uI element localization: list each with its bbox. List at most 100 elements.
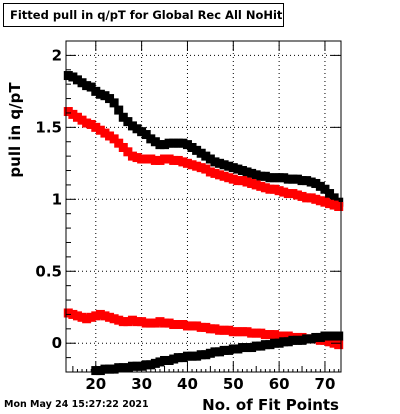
data-point [251, 341, 261, 351]
data-point [178, 138, 188, 148]
data-point [288, 189, 298, 199]
data-point [297, 191, 307, 201]
data-point [164, 318, 174, 328]
data-point [196, 322, 206, 332]
data-markers [63, 71, 344, 376]
data-point [315, 181, 325, 191]
data-point [228, 327, 238, 337]
data-point [205, 154, 215, 164]
data-point [228, 174, 238, 184]
data-point [247, 178, 257, 188]
data-point [311, 332, 321, 342]
data-point [77, 312, 87, 322]
data-point [77, 78, 87, 88]
data-point [288, 335, 298, 345]
data-point [334, 202, 344, 211]
data-point [178, 157, 188, 167]
data-point [242, 343, 252, 353]
data-point [72, 311, 82, 321]
x-axis-title: No. of Fit Points [202, 396, 339, 414]
data-point [68, 72, 78, 82]
data-point [100, 91, 110, 101]
data-point [242, 327, 252, 337]
data-point [77, 115, 87, 125]
data-point [215, 170, 225, 180]
data-point [256, 341, 266, 351]
data-point [274, 173, 284, 183]
data-point [155, 317, 165, 327]
data-point [164, 154, 174, 164]
data-point [141, 360, 151, 370]
data-point [205, 167, 215, 177]
data-point [219, 171, 229, 181]
x-tick-label: 40 [177, 375, 198, 393]
data-point [123, 147, 133, 157]
data-point [242, 177, 252, 187]
data-point [279, 173, 289, 183]
y-tick-label: 0 [52, 334, 62, 352]
data-point [334, 331, 344, 341]
data-point [173, 353, 183, 363]
data-point [137, 317, 147, 327]
data-point [242, 167, 252, 177]
data-point [297, 176, 307, 186]
data-point [320, 331, 330, 341]
data-point [187, 160, 197, 170]
data-point [137, 127, 147, 137]
y-axis-title: pull in q/pT [6, 82, 24, 178]
data-point [182, 158, 192, 168]
data-point [320, 197, 330, 207]
data-point [68, 109, 78, 119]
data-point [201, 350, 211, 360]
data-point [288, 174, 298, 184]
data-point [233, 164, 243, 174]
data-point [279, 337, 289, 347]
data-point [315, 332, 325, 342]
data-point [224, 173, 234, 183]
data-point [215, 325, 225, 335]
data-point [201, 164, 211, 174]
data-point [196, 148, 206, 158]
data-point [63, 71, 73, 81]
data-point [169, 320, 179, 330]
data-point [210, 157, 220, 167]
data-point [182, 351, 192, 361]
data-point [160, 154, 170, 164]
data-point [132, 317, 142, 327]
data-point [325, 331, 335, 341]
data-point [233, 344, 243, 354]
data-point [132, 124, 142, 134]
data-point [82, 314, 92, 324]
data-point [63, 107, 73, 117]
data-point [237, 176, 247, 186]
series-3 [63, 308, 344, 350]
y-tick-label: 1 [52, 190, 62, 208]
data-point [114, 138, 124, 148]
data-point [306, 334, 316, 344]
axis-ticks [66, 40, 341, 373]
data-point [123, 363, 133, 373]
data-point [114, 105, 124, 115]
data-point [228, 163, 238, 173]
data-point [91, 122, 101, 132]
data-point [150, 358, 160, 368]
x-tick-label: 50 [223, 375, 244, 393]
data-point [173, 138, 183, 148]
data-point [283, 174, 293, 184]
x-tick-label: 20 [85, 375, 106, 393]
data-point [187, 142, 197, 152]
x-tick-labels: 20 30 40 50 60 70 [85, 375, 335, 393]
data-point [325, 189, 335, 199]
data-point [95, 309, 105, 319]
data-point [306, 193, 316, 203]
data-point [100, 128, 110, 138]
data-point [118, 142, 128, 152]
data-point [187, 321, 197, 331]
data-point [283, 189, 293, 199]
data-point [127, 151, 137, 161]
x-tick-label: 60 [269, 375, 290, 393]
data-point [146, 318, 156, 328]
data-point [86, 312, 96, 322]
data-point [215, 158, 225, 168]
data-point [150, 137, 160, 147]
